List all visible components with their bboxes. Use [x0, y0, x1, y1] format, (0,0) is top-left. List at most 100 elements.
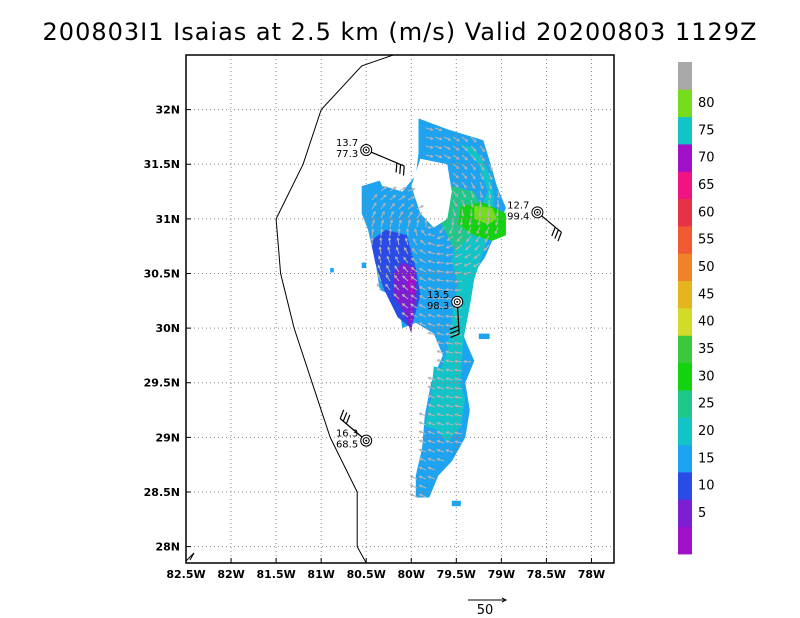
wind-vector [466, 235, 472, 243]
wind-vector-shaft [380, 220, 384, 228]
wind-vector [418, 322, 427, 327]
wind-vector-head [496, 204, 500, 209]
wind-vector-head [436, 421, 440, 426]
wind-vector [385, 283, 391, 291]
x-tick-label: 80.5W [347, 568, 386, 581]
wind-vector-head [463, 271, 467, 276]
colorbar-segment [678, 280, 692, 309]
wind-vector-shaft [470, 199, 474, 207]
wind-vector [436, 278, 445, 282]
wind-vector-shaft [427, 226, 436, 228]
wind-vector [445, 359, 454, 363]
wind-vector-shaft [443, 154, 451, 159]
wind-vector [445, 386, 454, 390]
wind-barb-feather [395, 162, 398, 173]
wind-vector-head [418, 277, 423, 281]
wind-vector-head [445, 350, 449, 354]
wind-vector-head [436, 359, 440, 363]
station-ring-inner [362, 437, 370, 445]
wind-vector-shaft [402, 303, 409, 309]
wind-vector-head [410, 303, 414, 307]
wind-vector-shaft [455, 396, 463, 399]
wind-vector-head [418, 430, 423, 434]
wind-vector-shaft [428, 476, 436, 480]
wind-vector-shaft [394, 265, 400, 273]
wind-vector-head [418, 466, 423, 470]
wind-vector [461, 136, 469, 142]
wind-vector-head [419, 249, 423, 253]
wind-vector-shaft [411, 276, 418, 282]
wind-vector-shaft [437, 279, 445, 282]
wind-vector-shaft [497, 190, 500, 198]
wind-vector-head [436, 296, 440, 300]
wind-vector-head [445, 404, 449, 408]
wind-vector-shaft [410, 484, 418, 489]
wind-vector [470, 136, 477, 143]
wind-vector-shaft [488, 163, 493, 171]
wind-vector-head [418, 448, 423, 452]
wind-vector-head [377, 273, 381, 278]
wind-vector-shaft [411, 267, 418, 273]
colorbar-segment [678, 116, 692, 145]
wind-vector-head [481, 148, 486, 153]
wind-vector-shaft [437, 359, 445, 363]
wind-vector [419, 239, 427, 246]
wind-vector-head [427, 403, 431, 407]
wind-vector-shaft [461, 145, 468, 151]
wind-vector [427, 286, 436, 291]
wind-vector-head [427, 322, 431, 326]
wind-vector-shaft [404, 247, 409, 255]
wind-vector-shaft [479, 181, 484, 189]
wind-vector-shaft [446, 306, 454, 309]
wind-vector-shaft [396, 247, 400, 255]
wind-vector-shaft [412, 248, 418, 255]
wind-vector-shaft [437, 395, 445, 399]
wind-vector-head [378, 255, 382, 259]
wind-vector-head [445, 314, 449, 318]
wind-vector [462, 359, 472, 364]
wind-vector-head [470, 204, 474, 208]
wind-vector-head [427, 430, 431, 434]
x-tick-label: 82.5W [166, 568, 205, 581]
wind-vector [454, 271, 463, 275]
wind-vector [472, 262, 481, 268]
wind-vector [484, 235, 490, 243]
x-tick-label: 78W [578, 568, 605, 581]
wind-vector-shaft [428, 314, 436, 318]
wind-vector-shaft [428, 377, 436, 381]
wind-vector [407, 196, 416, 201]
wind-vector [407, 187, 416, 192]
wind-vector-head [474, 247, 478, 251]
wind-vector-head [454, 440, 458, 444]
wind-vector [488, 190, 492, 199]
wind-barb-feather [339, 409, 345, 419]
wind-vector [427, 331, 436, 336]
wind-vector [478, 208, 482, 218]
wind-vector-head [385, 274, 389, 278]
wind-vector-shaft [452, 154, 459, 160]
wind-vector-shaft [461, 208, 464, 216]
wind-vector [402, 284, 409, 291]
wind-vector [495, 208, 500, 218]
colorbar-segment [678, 198, 692, 227]
wind-vector-shaft [437, 440, 445, 444]
wind-vector-head [439, 128, 443, 132]
wind-vector [379, 228, 384, 237]
wind-vector-shaft [488, 172, 493, 180]
colorbar-tick-label: 45 [698, 287, 715, 302]
wind-vector-shaft [419, 313, 427, 318]
swath-patch [330, 268, 334, 273]
wind-vector-shaft [452, 181, 459, 188]
wind-vector-shaft [419, 466, 427, 471]
wind-vector-head [447, 146, 452, 150]
wind-vector [418, 430, 427, 435]
wind-vector [461, 199, 466, 208]
wind-vector [494, 226, 499, 235]
wind-vector [488, 172, 493, 181]
wind-vector [418, 466, 427, 471]
wind-vector-head [427, 385, 431, 389]
wind-vector [427, 439, 436, 444]
wind-vector-head [393, 284, 397, 288]
wind-vector [436, 368, 445, 372]
colorbar-tick-label: 15 [698, 451, 715, 466]
